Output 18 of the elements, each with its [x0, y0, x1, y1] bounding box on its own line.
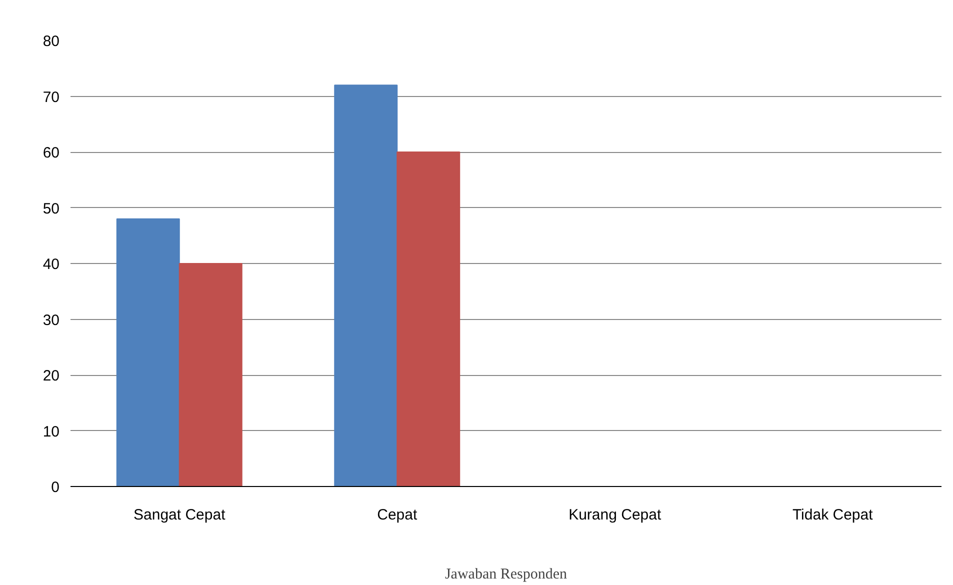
- y-tick-label: 70: [42, 88, 60, 106]
- x-tick-label: Kurang Cepat: [568, 506, 662, 524]
- y-tick-label: 80: [42, 33, 60, 50]
- x-tick-label: Cepat: [377, 506, 418, 524]
- x-tick-label: Tidak Cepat: [792, 506, 874, 524]
- y-tick-label: 40: [42, 256, 60, 273]
- y-tick-label: 0: [51, 479, 60, 496]
- y-tick-label: 10: [42, 423, 60, 440]
- x-axis-title: Jawaban Responden: [444, 566, 568, 582]
- y-tick-label: 50: [42, 200, 60, 218]
- y-tick-label: 30: [42, 312, 60, 329]
- bar: [396, 152, 460, 486]
- bar: [178, 263, 242, 486]
- y-tick-label: 20: [42, 368, 60, 384]
- bar: [334, 84, 398, 486]
- y-tick-label: 60: [42, 144, 60, 162]
- x-tick-label: Sangat Cepat: [134, 506, 226, 524]
- bar: [116, 218, 180, 486]
